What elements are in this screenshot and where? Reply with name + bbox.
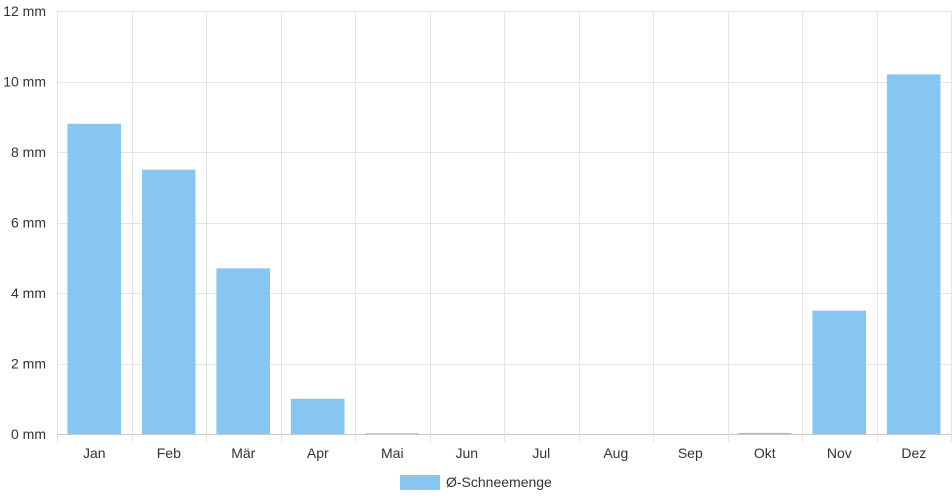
x-tick-label: Nov — [827, 445, 852, 461]
x-tick-label: Dez — [901, 445, 926, 461]
y-tick-label: 12 mm — [3, 3, 46, 19]
grid-lines — [57, 11, 952, 442]
bar-dez[interactable] — [886, 74, 941, 435]
bar-nov[interactable] — [812, 310, 866, 434]
y-tick-label: 10 mm — [3, 74, 46, 90]
x-tick-label: Sep — [678, 445, 703, 461]
y-tick-label: 8 mm — [11, 144, 46, 160]
y-tick-label: 4 mm — [11, 285, 46, 301]
y-tick-label: 0 mm — [11, 426, 46, 442]
x-tick-label: Okt — [754, 445, 776, 461]
x-tick-label: Mai — [381, 445, 404, 461]
legend[interactable]: Ø-Schneemenge — [400, 474, 552, 490]
x-tick-label: Feb — [157, 445, 181, 461]
bar-apr[interactable] — [290, 398, 345, 435]
bar-jan[interactable] — [67, 123, 121, 435]
y-axis: 0 mm 2 mm 4 mm 6 mm 8 mm 10 mm 12 mm — [3, 3, 46, 442]
x-tick-label: Mär — [231, 445, 255, 461]
bar-mär[interactable] — [216, 268, 270, 434]
x-axis: Jan Feb Mär Apr Mai Jun Jul Aug Sep Okt Nov Dez — [83, 445, 926, 461]
x-tick-label: Jan — [83, 445, 106, 461]
x-tick-label: Apr — [307, 445, 329, 461]
bar-okt[interactable] — [737, 432, 792, 434]
x-tick-label: Aug — [603, 445, 628, 461]
bar-feb[interactable] — [141, 169, 196, 434]
bar-mai[interactable] — [365, 433, 419, 434]
legend-swatch — [400, 475, 440, 490]
y-tick-label: 2 mm — [11, 356, 46, 372]
y-tick-label: 6 mm — [11, 215, 46, 231]
legend-label: Ø-Schneemenge — [446, 474, 552, 490]
bar-series — [67, 74, 941, 435]
x-tick-label: Jun — [456, 445, 479, 461]
x-tick-label: Jul — [532, 445, 550, 461]
